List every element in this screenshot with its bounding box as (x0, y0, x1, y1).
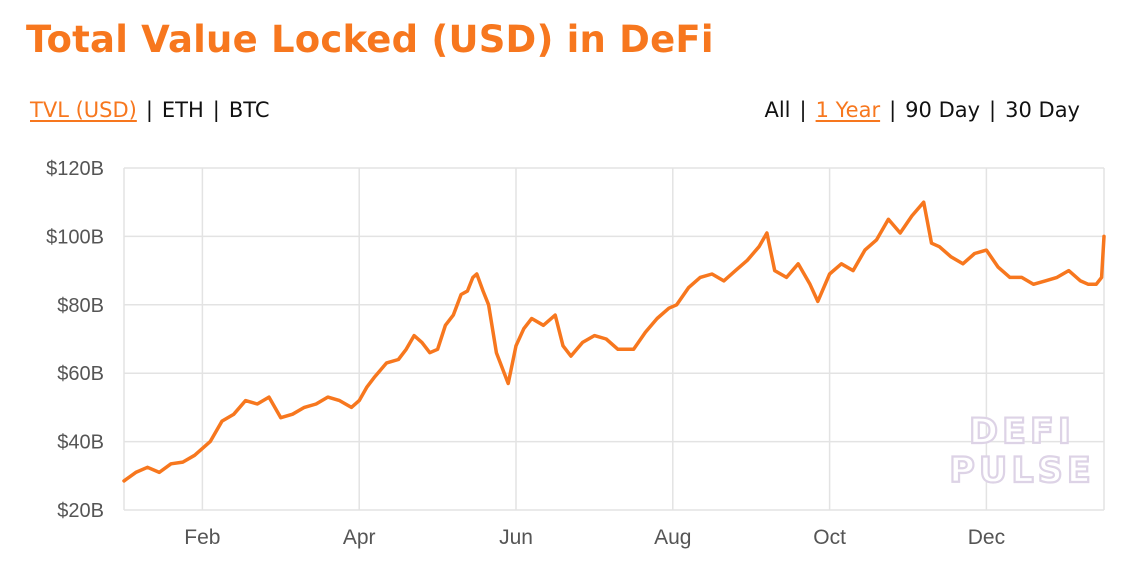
y-tick-label: $120B (46, 158, 104, 180)
metric-toggle: TVL (USD) | ETH | BTC (30, 98, 270, 122)
metric-eth-link[interactable]: ETH (161, 98, 204, 122)
range-30-day-link[interactable]: 30 Day (1005, 98, 1080, 122)
x-tick-label: Oct (813, 526, 846, 549)
x-tick-label: Apr (343, 526, 376, 549)
y-tick-label: $100B (46, 226, 104, 248)
separator: | (799, 98, 807, 122)
y-tick-label: $40B (57, 432, 104, 454)
metric-btc-link[interactable]: BTC (228, 98, 270, 122)
range-90-day-link[interactable]: 90 Day (905, 98, 981, 122)
tvl-series-line[interactable] (122, 200, 1106, 483)
watermark-line-1: DEFI (969, 412, 1075, 452)
y-tick-label: $20B (57, 500, 104, 522)
separator: | (145, 98, 153, 122)
x-tick-label: Aug (654, 526, 691, 549)
watermark-line-2: PULSE (949, 451, 1095, 491)
x-tick-label: Dec (968, 526, 1005, 549)
y-axis: $20B $40B $60B $80B $100B $120B (46, 158, 104, 522)
tvl-line-chart[interactable]: $20B $40B $60B $80B $100B $120B Feb Apr Jun Aug O… (0, 150, 1132, 560)
y-tick-label: $80B (57, 295, 104, 317)
separator: | (989, 98, 997, 122)
chart-grid (123, 167, 1105, 511)
metric-tvl-usd-link[interactable]: TVL (USD) (30, 98, 137, 122)
x-tick-label: Jun (499, 526, 533, 549)
series-layer (122, 200, 1106, 483)
range-all-link[interactable]: All (764, 98, 791, 122)
range-toggle: All | 1 Year | 90 Day | 30 Day (764, 98, 1080, 122)
range-1-year-link[interactable]: 1 Year (815, 98, 881, 122)
separator: | (212, 98, 220, 122)
x-axis: Feb Apr Jun Aug Oct Dec (184, 526, 1005, 549)
separator: | (889, 98, 897, 122)
x-tick-label: Feb (184, 526, 220, 549)
y-tick-label: $60B (57, 363, 104, 385)
page-title: Total Value Locked (USD) in DeFi (26, 18, 714, 61)
defi-pulse-watermark: DEFI PULSE (948, 411, 1095, 492)
